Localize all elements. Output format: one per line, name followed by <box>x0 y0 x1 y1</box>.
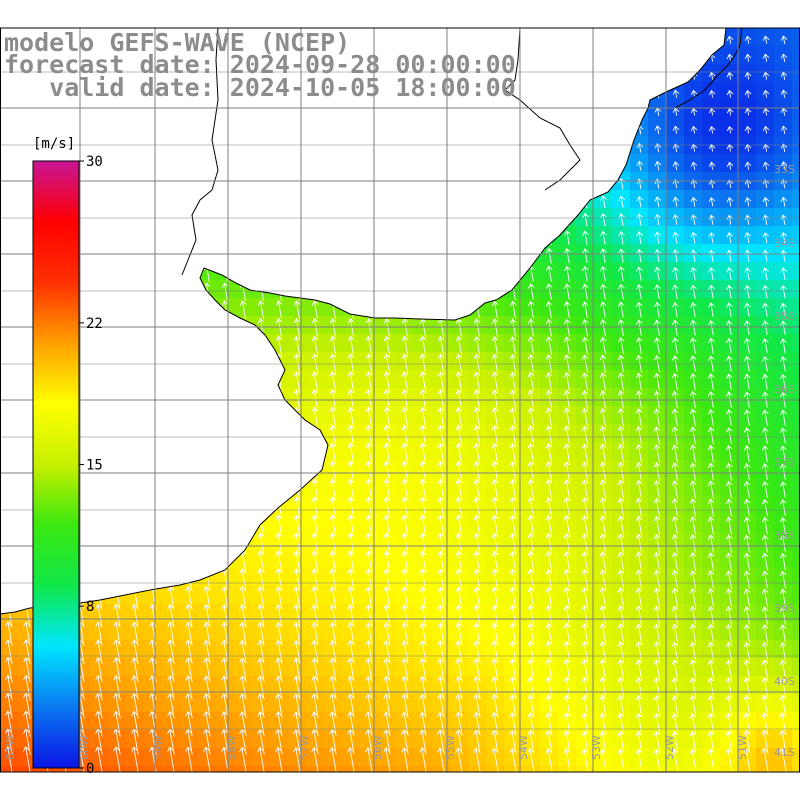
lat-label: 37S <box>774 456 795 469</box>
land-area <box>0 27 743 615</box>
lat-label: 36S <box>774 383 795 396</box>
colorbar-scale <box>32 160 80 769</box>
lat-label: 41S <box>774 746 795 759</box>
colorbar: [m/s] 30 22 15 8 0 <box>32 136 103 777</box>
model-title: modelo GEFS-WAVE (NCEP) <box>4 28 351 57</box>
lon-label: 61W <box>4 735 17 760</box>
lat-label: 34S <box>774 237 795 250</box>
colorbar-unit: [m/s] <box>33 136 75 152</box>
lon-label: 58W <box>225 735 238 760</box>
grid-labels: 33S 34S 35S 36S 37S 38S 39S 40S 41S 61W 60W 59W 58W 5… <box>4 163 795 760</box>
colorbar-tick-label: 15 <box>86 458 103 474</box>
lon-label: 59W <box>152 735 165 760</box>
lon-label: 54W <box>517 735 530 760</box>
lon-label: 51W <box>736 735 749 760</box>
colorbar-tick-label: 8 <box>86 599 94 615</box>
lat-label: 35S <box>774 310 795 323</box>
lat-label: 33S <box>774 163 795 176</box>
colorbar-tick-label: 30 <box>86 154 103 170</box>
lon-label: 53W <box>590 735 603 760</box>
lon-label: 56W <box>371 735 384 760</box>
lat-label: 40S <box>774 675 795 688</box>
colorbar-tick-label: 0 <box>86 761 94 777</box>
lon-label: 57W <box>298 735 311 760</box>
lat-lon-grid <box>0 27 800 773</box>
forecast-date: forecast date: 2024-09-28 00:00:00 <box>4 50 516 79</box>
colorbar-tick-label: 22 <box>86 316 103 332</box>
lat-label: 39S <box>774 602 795 615</box>
lon-label: 52W <box>663 735 676 760</box>
lon-label: 60W <box>78 735 91 760</box>
lon-label: 55W <box>444 735 457 760</box>
valid-date: valid date: 2024-10-05 18:00:00 <box>4 73 516 102</box>
lat-label: 38S <box>774 529 795 542</box>
